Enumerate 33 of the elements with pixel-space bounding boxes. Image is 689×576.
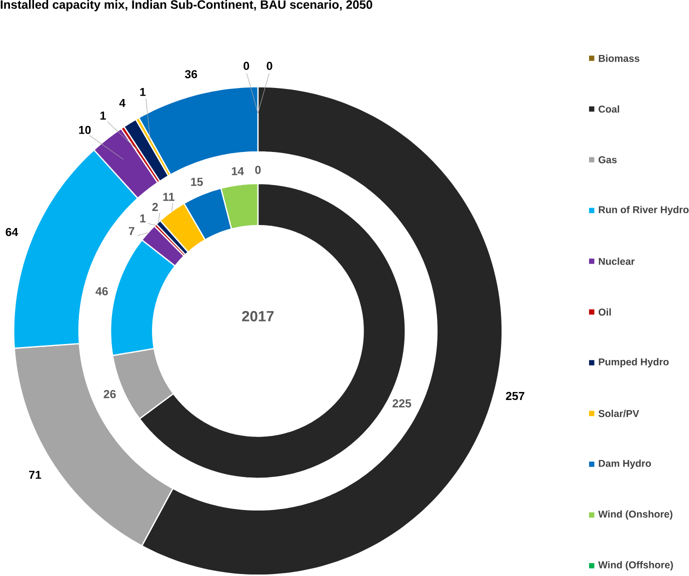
legend-label: Biomass bbox=[598, 54, 640, 62]
legend-label: Gas bbox=[598, 156, 617, 164]
data-label: 11 bbox=[163, 193, 174, 201]
data-label: 14 bbox=[232, 167, 244, 176]
legend-label: Coal bbox=[598, 105, 620, 113]
data-label: 64 bbox=[6, 228, 18, 236]
data-label: 71 bbox=[29, 470, 42, 479]
data-label: 225 bbox=[392, 399, 412, 408]
chart-title: Installed capacity mix, Indian Sub-Continent, BAU scenario, 2050 bbox=[0, 0, 372, 12]
legend-label: Pumped Hydro bbox=[598, 358, 669, 368]
data-label: 26 bbox=[104, 390, 116, 398]
legend-label: Solar/PV bbox=[598, 410, 640, 418]
data-label: 1 bbox=[140, 88, 146, 96]
data-label: 46 bbox=[96, 287, 108, 296]
text: 0 bbox=[244, 62, 250, 70]
legend-label: Wind (Offshore) bbox=[598, 561, 673, 570]
data-label: 1 bbox=[100, 112, 106, 120]
legend-label: Dam Hydro bbox=[598, 460, 651, 469]
data-label: 2 bbox=[152, 203, 158, 212]
text: 0 bbox=[266, 62, 272, 70]
legend-label: Wind (Onshore) bbox=[598, 510, 672, 520]
data-label: 257 bbox=[506, 392, 524, 400]
legend-label: Oil bbox=[598, 308, 611, 316]
data-label: 4 bbox=[119, 99, 126, 107]
legend-label: Nuclear bbox=[598, 258, 635, 265]
data-label: 10 bbox=[79, 126, 91, 134]
text: 0 bbox=[255, 166, 261, 174]
data-label: 1 bbox=[140, 214, 146, 222]
data-label: 36 bbox=[184, 70, 198, 78]
slice-label: 2017 bbox=[242, 311, 274, 322]
legend-label: Run of River Hydro bbox=[598, 206, 689, 216]
data-label: 15 bbox=[191, 178, 203, 186]
data-label: 7 bbox=[128, 227, 134, 236]
